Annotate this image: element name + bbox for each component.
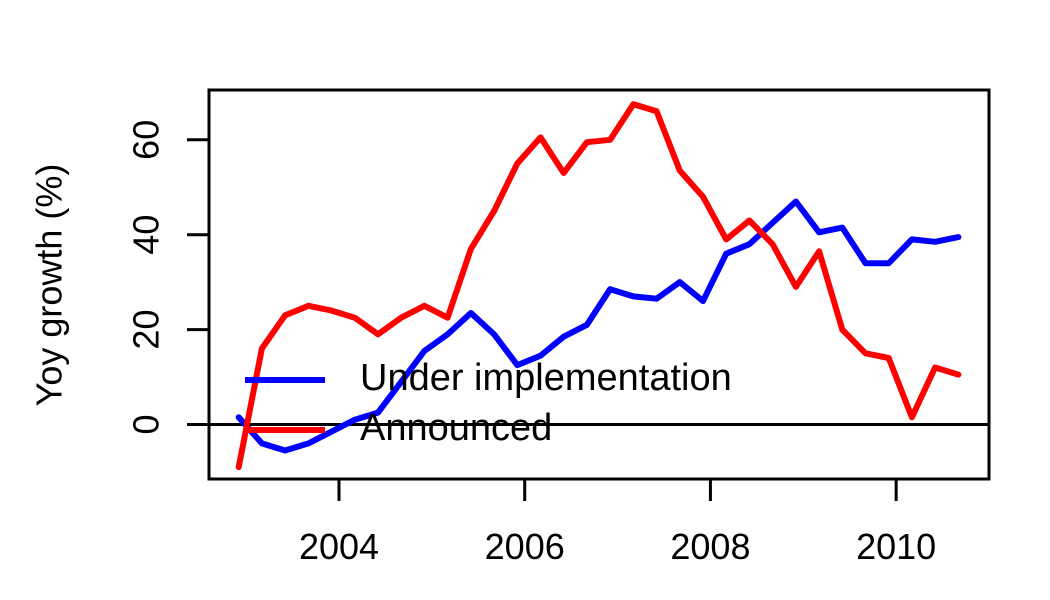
- legend-label-under-implementation: Under implementation: [360, 357, 732, 399]
- series-lines: [235, 101, 962, 471]
- y-axis-title: Yoy growth (%): [29, 164, 70, 407]
- x-tick-label-2006: 2006: [485, 526, 565, 567]
- series-line-under-implementation: [235, 198, 962, 454]
- y-tick-label-40: 40: [126, 215, 167, 255]
- y-tick-label-20: 20: [126, 310, 167, 350]
- legend: Under implementation Announced: [245, 357, 732, 449]
- x-tick-label-2010: 2010: [856, 526, 936, 567]
- plot-frame: [207, 88, 991, 481]
- y-tick-label-0: 0: [126, 414, 167, 434]
- x-tick-label-2008: 2008: [670, 526, 750, 567]
- legend-label-announced: Announced: [360, 407, 552, 449]
- y-tick-label-60: 60: [126, 120, 167, 160]
- y-axis-title-group: Yoy growth (%): [29, 164, 70, 407]
- x-tick-label-2004: 2004: [299, 526, 379, 567]
- axes: 2004 2006 2008 2010 0 20 40 60: [126, 120, 989, 567]
- series-line-announced: [235, 101, 962, 471]
